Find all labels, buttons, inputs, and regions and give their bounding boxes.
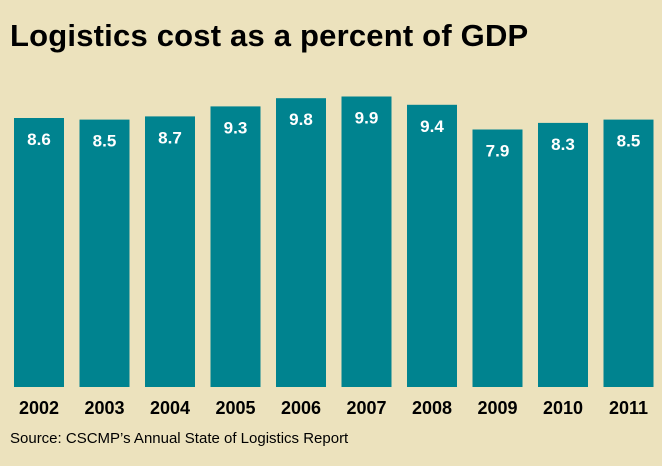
x-tick-label-2011: 2011 — [609, 398, 648, 418]
x-tick-label-2008: 2008 — [412, 398, 452, 418]
bar-2005 — [210, 106, 261, 388]
bar-2004 — [145, 116, 195, 388]
chart-title: Logistics cost as a percent of GDP — [10, 18, 529, 53]
value-label-2010: 8.3 — [551, 135, 575, 154]
x-tick-label-2002: 2002 — [19, 398, 59, 418]
x-tick-label-2010: 2010 — [543, 398, 583, 418]
value-label-2003: 8.5 — [93, 132, 117, 151]
x-tick-label-2006: 2006 — [281, 398, 321, 418]
bars-layer — [14, 96, 654, 388]
x-tick-label-2003: 2003 — [84, 398, 124, 418]
bar-2006 — [276, 98, 326, 387]
value-label-2004: 8.7 — [158, 128, 182, 147]
bar-2003 — [79, 119, 130, 387]
x-tick-label-2009: 2009 — [477, 398, 517, 418]
bar-2009 — [472, 129, 523, 387]
bar-2010 — [538, 122, 588, 388]
x-axis-tick-labels: 2002 2003 2004 2005 2006 2007 2008 2009 2010 2011 — [19, 398, 648, 418]
value-label-2005: 9.3 — [224, 118, 248, 137]
value-label-2011: 8.5 — [617, 132, 641, 151]
x-tick-label-2004: 2004 — [150, 398, 190, 418]
bar-2008 — [407, 104, 457, 388]
bar-2011 — [603, 119, 654, 387]
bar-2002 — [14, 118, 64, 387]
value-label-2006: 9.8 — [289, 110, 313, 129]
x-tick-label-2005: 2005 — [215, 398, 255, 418]
value-label-2007: 9.9 — [355, 109, 379, 128]
value-label-2002: 8.6 — [27, 130, 51, 149]
source-note: Source: CSCMP’s Annual State of Logistic… — [10, 430, 349, 447]
value-label-2008: 9.4 — [420, 117, 444, 136]
x-tick-label-2007: 2007 — [346, 398, 386, 418]
value-label-2009: 7.9 — [486, 142, 510, 161]
bar-2007 — [341, 96, 392, 387]
value-labels-layer: 8.6 8.5 8.7 9.3 9.8 9.9 9.4 7.9 8.3 8.5 — [27, 109, 640, 161]
